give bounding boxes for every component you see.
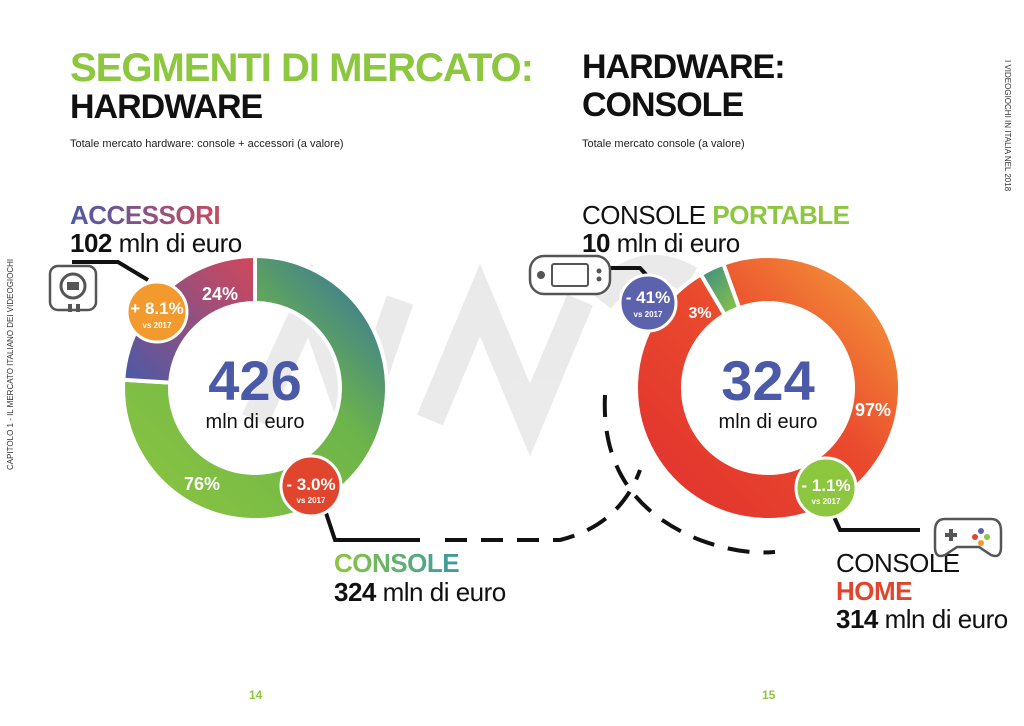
portable-label: CONSOLE PORTABLE	[582, 200, 850, 231]
right-title-line2: CONSOLE	[582, 86, 744, 124]
badge-console-left: - 3.0% vs 2017	[279, 454, 343, 518]
portable-label-b: PORTABLE	[712, 200, 850, 230]
steering-wheel-icon	[48, 264, 98, 312]
accessori-value-unit: mln di euro	[111, 228, 243, 258]
badge-home: - 1.1% vs 2017	[794, 456, 858, 520]
left-title-line1: SEGMENTI DI MERCATO:	[70, 46, 534, 90]
portable-value-unit: mln di euro	[609, 228, 741, 258]
right-title-line1: HARDWARE:	[582, 48, 786, 86]
home-label-b: HOME	[836, 576, 913, 606]
right-center-unit: mln di euro	[719, 411, 818, 433]
left-slice-label-accessori: 24%	[202, 284, 238, 304]
portable-value: 10 mln di euro	[582, 228, 740, 259]
console-label-text: CONSOLE	[334, 548, 460, 578]
console-value-unit: mln di euro	[375, 577, 507, 607]
accessori-label: ACCESSORI	[70, 200, 221, 231]
badge-home-sub: vs 2017	[812, 497, 841, 506]
left-page-number: 14	[249, 688, 263, 702]
right-page-number: 15	[762, 688, 776, 702]
left-title-line2: HARDWARE	[70, 88, 263, 126]
gamepad-icon	[933, 517, 1003, 558]
left-center-value: 426	[208, 349, 301, 412]
console-value: 324 mln di euro	[334, 577, 506, 608]
badge-portable: - 41% vs 2017	[618, 273, 678, 333]
handheld-console-icon	[528, 254, 612, 296]
badge-console-sub: vs 2017	[297, 496, 326, 505]
portable-value-num: 10	[582, 228, 610, 258]
left-subtitle: Totale mercato hardware: console + acces…	[70, 138, 344, 150]
badge-accessori: + 8.1% vs 2017	[125, 280, 189, 344]
right-slice-label-home: 97%	[855, 400, 891, 420]
console-value-num: 324	[334, 577, 376, 607]
accessori-connector	[72, 260, 150, 282]
dashed-link	[445, 469, 642, 542]
home-value-num: 314	[836, 604, 878, 634]
home-value-unit: mln di euro	[877, 604, 1009, 634]
badge-home-value: - 1.1%	[801, 476, 850, 495]
left-slice-label-console: 76%	[184, 474, 220, 494]
donut-left	[121, 253, 389, 522]
donut-left-slice-console	[121, 253, 389, 522]
portable-label-a: CONSOLE	[582, 200, 713, 230]
right-slice-label-portable: 3%	[688, 305, 711, 322]
accessori-value-num: 102	[70, 228, 112, 258]
badge-portable-sub: vs 2017	[634, 310, 663, 319]
accessori-label-text: ACCESSORI	[70, 200, 221, 230]
dashed-link-right	[602, 394, 776, 555]
console-label: CONSOLE	[334, 548, 460, 579]
badge-portable-value: - 41%	[626, 288, 670, 307]
accessori-value: 102 mln di euro	[70, 228, 242, 259]
left-center-unit: mln di euro	[206, 411, 305, 433]
badge-accessori-value: + 8.1%	[130, 299, 183, 318]
donut-right-slice-portable	[698, 261, 742, 318]
badge-console-value: - 3.0%	[286, 475, 335, 494]
console-connector	[323, 509, 420, 542]
badge-accessori-sub: vs 2017	[143, 321, 172, 330]
home-value: 314 mln di euro	[836, 604, 1008, 635]
right-center-value: 324	[721, 349, 814, 412]
right-subtitle: Totale mercato console (a valore)	[582, 138, 745, 150]
